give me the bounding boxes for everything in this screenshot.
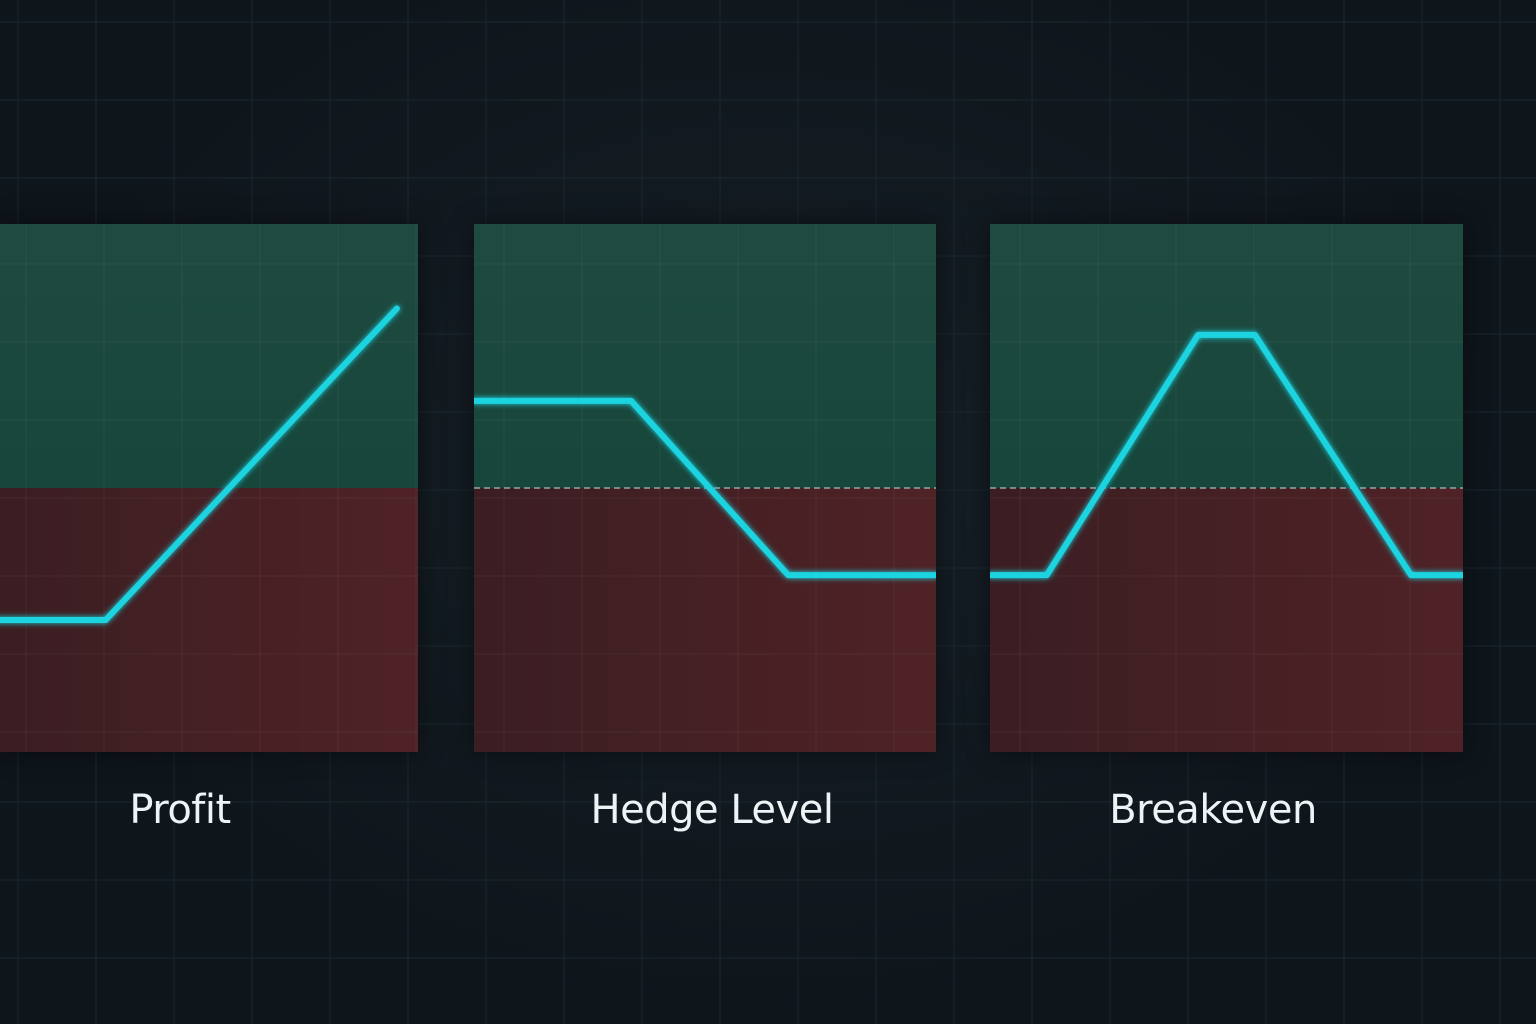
payoff-line bbox=[0, 305, 400, 623]
breakeven-chart-svg bbox=[990, 224, 1463, 752]
loss-zone bbox=[474, 488, 936, 752]
profit-zone bbox=[990, 224, 1463, 488]
breakeven-caption: Breakeven bbox=[1109, 787, 1317, 833]
hedge-level-caption: Hedge Level bbox=[590, 787, 834, 833]
loss-zone bbox=[990, 488, 1463, 752]
payoff-line bbox=[990, 331, 1463, 579]
hedge-level-chart-panel bbox=[474, 224, 936, 752]
profit-zone bbox=[0, 224, 418, 488]
profit-caption: Profit bbox=[129, 787, 231, 833]
breakeven-chart-panel bbox=[990, 224, 1463, 752]
profit-zone bbox=[474, 224, 936, 488]
payoff-line bbox=[474, 397, 936, 579]
profit-chart-panel bbox=[0, 224, 418, 752]
profit-chart-svg bbox=[0, 224, 418, 752]
hedge-level-chart-svg bbox=[474, 224, 936, 752]
